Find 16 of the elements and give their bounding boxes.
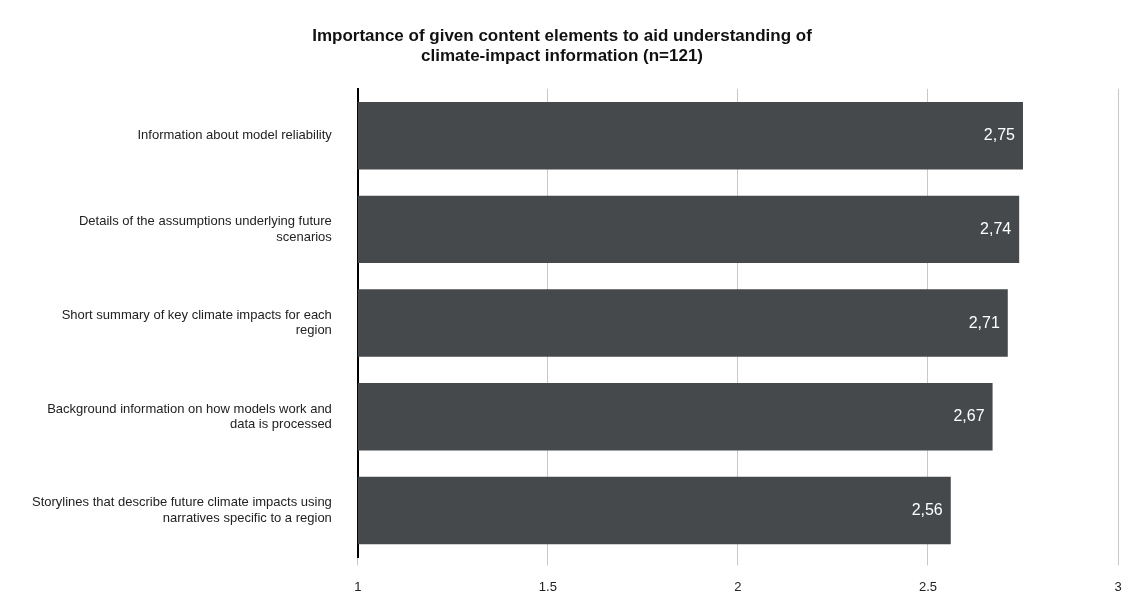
y-tick-label: Details of the assumptions underlying future scenarios bbox=[78, 213, 333, 244]
y-tick-label: Short summary of key climate impacts for each region bbox=[61, 306, 332, 338]
data-label: 2,67 bbox=[953, 407, 985, 425]
x-tick-label: 1.5 bbox=[538, 578, 557, 594]
y-tick-label: Background information on how models work and data is processed bbox=[47, 400, 332, 432]
y-tick-label: Storylines that describe future climate impacts using narratives specific to a region bbox=[32, 494, 332, 525]
x-tick-label: 3 bbox=[1114, 578, 1122, 594]
data-label: 2,71 bbox=[968, 313, 1000, 331]
y-tick-label: Information about model reliability bbox=[137, 127, 333, 143]
x-tick-label: 2.5 bbox=[918, 578, 937, 594]
data-label: 2,74 bbox=[980, 219, 1012, 237]
chart-title: Importance of given content elements to aid understanding of climate-impact information (n=121) bbox=[312, 25, 813, 66]
data-label: 2,75 bbox=[983, 126, 1016, 144]
x-tick-label: 1 bbox=[354, 578, 362, 594]
x-tick-label: 2 bbox=[734, 578, 742, 594]
data-label: 2,56 bbox=[911, 500, 943, 518]
